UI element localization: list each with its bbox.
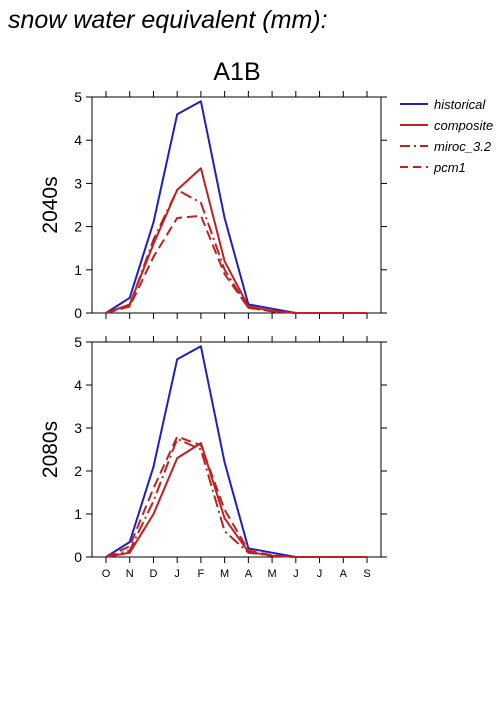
legend: historical composite miroc_3.2 pcm1	[400, 97, 493, 175]
x-tick-label: S	[363, 568, 370, 580]
x-tick-label: J	[174, 568, 180, 580]
figure-title: snow water equivalent (mm):	[8, 6, 328, 34]
x-tick-label: J	[317, 568, 323, 580]
panels: 0 1 2 3 4 5 2040s 0 1 2 3 4 5 O N D J F M A M J J A S 2080s	[39, 89, 387, 580]
legend-item: historical	[400, 97, 486, 112]
y-tick-label: 5	[74, 334, 82, 350]
y-tick-label: 2	[74, 463, 82, 479]
legend-item: composite	[400, 118, 493, 133]
x-tick-label: M	[220, 568, 229, 580]
x-tick-label: A	[340, 568, 348, 580]
y-tick-label: 3	[74, 420, 82, 436]
series-line-composite	[105, 442, 367, 558]
plot-frame	[91, 341, 382, 558]
y-tick-label: 0	[74, 549, 82, 565]
series-line-historical	[105, 345, 367, 558]
x-tick-label: M	[268, 568, 277, 580]
y-tick-label: 0	[74, 305, 82, 321]
y-tick-label: 3	[74, 175, 82, 191]
x-tick-label: F	[198, 568, 205, 580]
series-line-historical	[105, 100, 367, 314]
legend-label: composite	[434, 118, 493, 133]
panel-label: 2080s	[39, 421, 62, 478]
panel-2080s: 0 1 2 3 4 5 O N D J F M A M J J A S 2080s	[39, 334, 387, 580]
series-line-pcm1	[105, 435, 367, 558]
y-tick-label: 1	[74, 262, 82, 278]
panel-label: 2040s	[39, 176, 62, 233]
x-tick-label: D	[149, 568, 157, 580]
series-line-pcm1	[105, 214, 367, 314]
y-tick-label: 1	[74, 506, 82, 522]
x-tick-label: J	[293, 568, 299, 580]
series-line-miroc_3.2	[105, 188, 367, 314]
legend-label: pcm1	[433, 160, 466, 175]
panel-2040s: 0 1 2 3 4 5 2040s	[39, 89, 387, 321]
y-tick-label: 5	[74, 89, 82, 105]
y-tick-label: 2	[74, 219, 82, 235]
x-tick-label: A	[245, 568, 253, 580]
legend-item: miroc_3.2	[400, 139, 492, 154]
x-tick-label: N	[126, 568, 134, 580]
legend-label: miroc_3.2	[434, 139, 492, 154]
x-tick-label: O	[102, 568, 111, 580]
plot-frame	[91, 96, 382, 314]
series-line-miroc_3.2	[105, 437, 367, 558]
legend-label: historical	[434, 97, 486, 112]
y-tick-label: 4	[74, 132, 82, 148]
legend-item: pcm1	[400, 160, 466, 175]
scenario-title: A1B	[213, 58, 260, 86]
y-tick-label: 4	[74, 377, 82, 393]
